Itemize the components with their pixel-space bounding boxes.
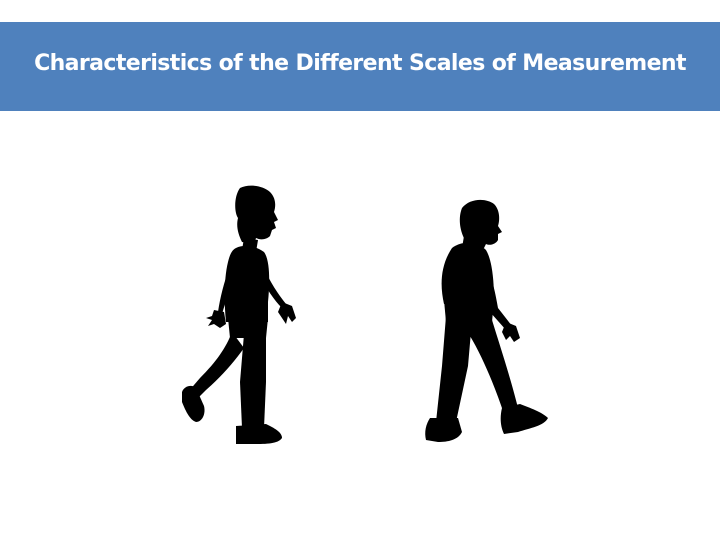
- walking-man-stooped-silhouette-icon: [418, 196, 558, 450]
- slide-title: Characteristics of the Different Scales …: [34, 51, 686, 76]
- walking-man-upright-silhouette-icon: [170, 182, 310, 450]
- title-bar: Characteristics of the Different Scales …: [0, 22, 720, 111]
